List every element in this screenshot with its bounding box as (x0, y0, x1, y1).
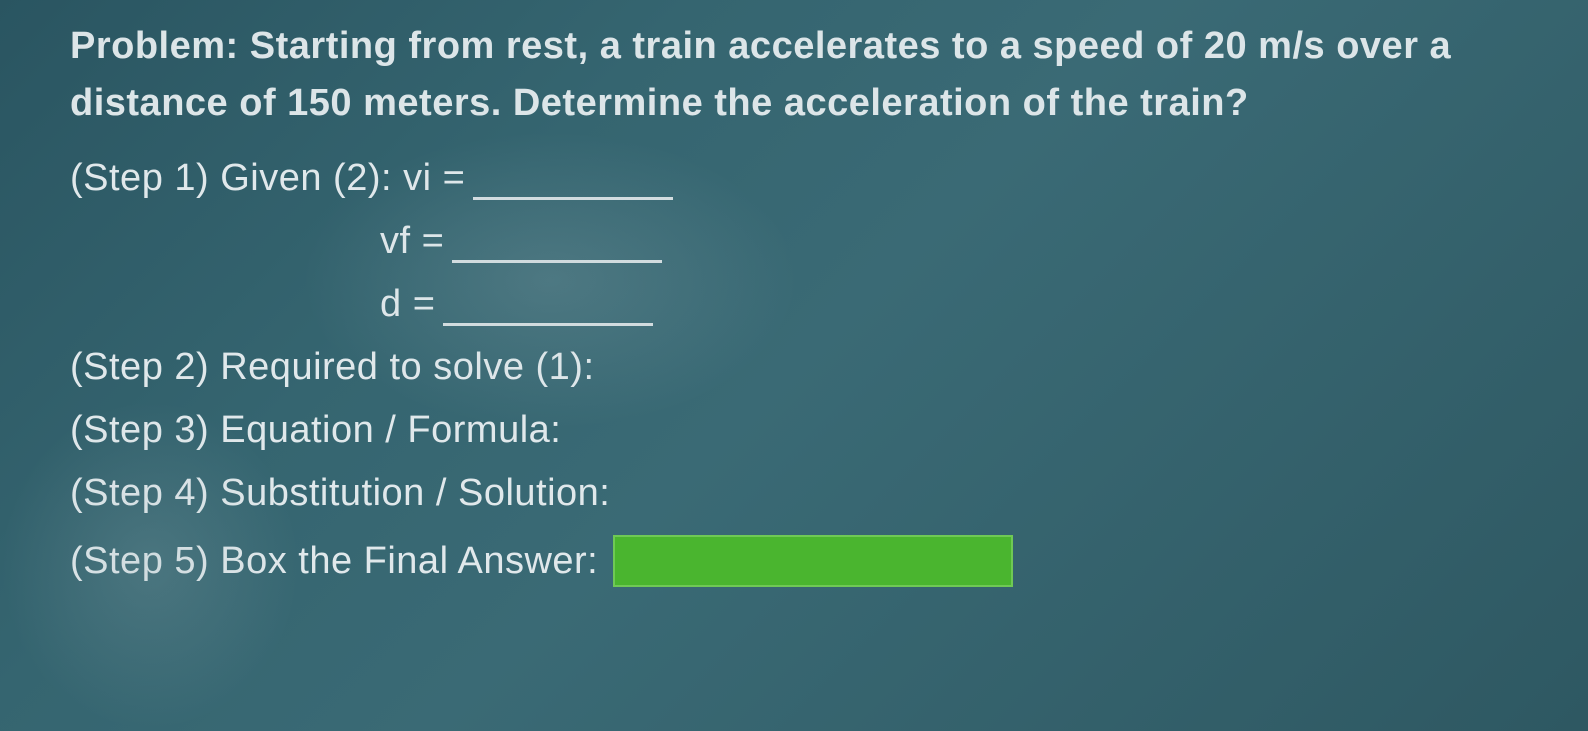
problem-text: Starting from rest, a train accelerates … (70, 25, 1451, 124)
step-5-line: (Step 5) Box the Final Answer: (70, 535, 1548, 587)
step-5-label: (Step 5) Box the Final Answer: (70, 540, 598, 583)
step-1-line: (Step 1) Given (2): vi = (70, 157, 1548, 200)
vi-blank[interactable] (473, 162, 673, 200)
problem-statement: Problem: Starting from rest, a train acc… (70, 18, 1548, 132)
step-3-line: (Step 3) Equation / Formula: (70, 409, 1548, 452)
vf-label: vf = (380, 220, 444, 263)
d-blank[interactable] (443, 288, 653, 326)
vf-blank[interactable] (452, 225, 662, 263)
final-answer-box[interactable] (613, 535, 1013, 587)
d-label: d = (380, 283, 435, 326)
step-1-d-line: d = (70, 283, 1548, 326)
step-4-line: (Step 4) Substitution / Solution: (70, 472, 1548, 515)
problem-label: Problem: (70, 25, 239, 67)
step-1-label: (Step 1) Given (2): vi = (70, 157, 465, 200)
step-2-line: (Step 2) Required to solve (1): (70, 346, 1548, 389)
step-3-label: (Step 3) Equation / Formula: (70, 409, 561, 452)
step-4-label: (Step 4) Substitution / Solution: (70, 472, 610, 515)
step-1-vf-line: vf = (70, 220, 1548, 263)
step-2-label: (Step 2) Required to solve (1): (70, 346, 595, 389)
